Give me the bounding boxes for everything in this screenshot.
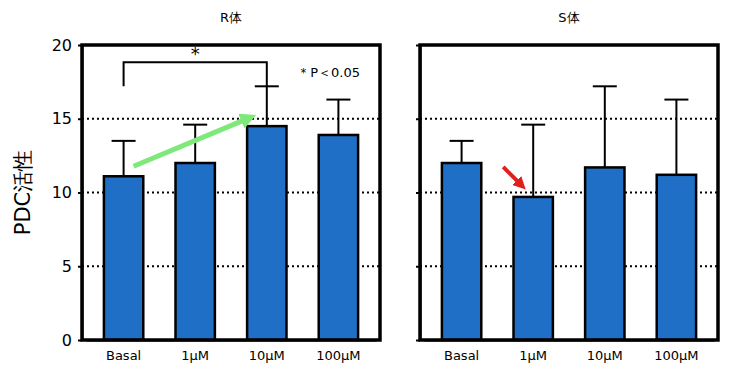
panel: Basal 1μM 10μM 100μM S体 bbox=[416, 10, 718, 363]
tick-mark bbox=[416, 340, 420, 342]
tick-label: 0 bbox=[62, 331, 72, 350]
tick-mark bbox=[416, 45, 420, 47]
arrow bbox=[134, 118, 249, 166]
error-line bbox=[266, 86, 268, 126]
title: R体 bbox=[220, 10, 242, 25]
tick: 100μM bbox=[316, 340, 360, 363]
grid-line bbox=[82, 118, 380, 120]
tick-mark bbox=[416, 266, 420, 268]
bar bbox=[247, 126, 286, 340]
title: S体 bbox=[558, 10, 579, 25]
grid bbox=[82, 45, 380, 340]
error-line bbox=[675, 100, 677, 175]
tick bbox=[416, 266, 420, 267]
tick bbox=[416, 340, 420, 341]
tick-label: 100μM bbox=[316, 348, 360, 363]
error-cap bbox=[521, 124, 545, 126]
tick-mark bbox=[416, 192, 420, 194]
error-bar bbox=[664, 100, 688, 175]
error-line bbox=[604, 86, 606, 167]
error-cap bbox=[183, 124, 207, 126]
bar bbox=[657, 175, 696, 340]
tick-label: 1μM bbox=[181, 348, 209, 363]
bar bbox=[442, 163, 481, 340]
error-line bbox=[194, 125, 196, 163]
tick: 1μM bbox=[519, 340, 547, 363]
error-bar bbox=[255, 86, 279, 126]
tick: 20 bbox=[52, 36, 82, 55]
tick: 1μM bbox=[181, 340, 209, 363]
error-bar bbox=[112, 141, 136, 176]
note: ＊P＜0.05 bbox=[297, 65, 360, 80]
error-cap bbox=[112, 140, 136, 142]
error-bar bbox=[450, 141, 474, 163]
bars bbox=[442, 86, 696, 340]
error-cap bbox=[593, 85, 617, 87]
x-axis: Basal 1μM 10μM 100μM bbox=[425, 340, 715, 363]
tick bbox=[416, 119, 420, 120]
arrow bbox=[503, 167, 521, 185]
tick-mark bbox=[416, 118, 420, 120]
tick: Basal bbox=[106, 340, 141, 363]
tick-mark bbox=[78, 118, 82, 120]
bars bbox=[104, 86, 358, 340]
tick-label: 100μM bbox=[654, 348, 698, 363]
bar bbox=[585, 167, 624, 340]
tick: 10μM bbox=[587, 340, 623, 363]
error-cap bbox=[326, 99, 350, 101]
tick-mark bbox=[78, 192, 82, 194]
panel: 0 5 10 15 20 Basal 1μM 10μM 100μM R体 PDC活性 * ＊P＜0.05 bbox=[11, 10, 380, 363]
tick-label: 10μM bbox=[587, 348, 623, 363]
frame bbox=[82, 45, 380, 340]
y-axis bbox=[416, 46, 421, 341]
tick: 10μM bbox=[249, 340, 285, 363]
tick-mark bbox=[78, 340, 82, 342]
tick-label: Basal bbox=[106, 348, 141, 363]
y-axis: 0 5 10 15 20 bbox=[52, 36, 83, 350]
bar bbox=[319, 135, 358, 340]
tick-label: 10 bbox=[52, 183, 72, 202]
significance-bracket bbox=[124, 62, 267, 86]
error-line bbox=[461, 141, 463, 163]
tick-mark bbox=[78, 45, 82, 47]
bar bbox=[104, 176, 143, 340]
error-line bbox=[532, 125, 534, 197]
error-line bbox=[337, 100, 339, 135]
axis-line bbox=[425, 340, 715, 342]
tick: Basal bbox=[444, 340, 479, 363]
frame bbox=[420, 45, 718, 340]
tick-label: Basal bbox=[444, 348, 479, 363]
y-axis-title: PDC活性 bbox=[11, 150, 35, 236]
significance-label: * bbox=[191, 43, 200, 64]
bar bbox=[514, 197, 553, 340]
error-line bbox=[123, 141, 125, 176]
error-cap bbox=[664, 99, 688, 101]
tick-label: 5 bbox=[62, 257, 72, 276]
tick: 100μM bbox=[654, 340, 698, 363]
tick-label: 1μM bbox=[519, 348, 547, 363]
tick-mark bbox=[78, 266, 82, 268]
chart: 0 5 10 15 20 Basal 1μM 10μM 100μM R体 PDC活性 * ＊P＜0.05… bbox=[0, 0, 730, 370]
grid-line bbox=[420, 118, 718, 120]
error-bar bbox=[326, 100, 350, 135]
axis-line bbox=[87, 340, 377, 342]
bar bbox=[176, 163, 215, 340]
x-axis: Basal 1μM 10μM 100μM bbox=[87, 340, 377, 363]
tick bbox=[416, 193, 420, 194]
tick-label: 10μM bbox=[249, 348, 285, 363]
grid bbox=[420, 45, 718, 340]
tick: 5 bbox=[62, 257, 82, 276]
tick: 0 bbox=[62, 331, 82, 350]
tick-label: 15 bbox=[52, 109, 72, 128]
tick bbox=[416, 45, 420, 46]
tick-label: 20 bbox=[52, 36, 72, 55]
tick: 10 bbox=[52, 183, 82, 202]
error-cap bbox=[450, 140, 474, 142]
error-bar bbox=[521, 125, 545, 197]
tick: 15 bbox=[52, 109, 82, 128]
error-bar bbox=[593, 86, 617, 167]
